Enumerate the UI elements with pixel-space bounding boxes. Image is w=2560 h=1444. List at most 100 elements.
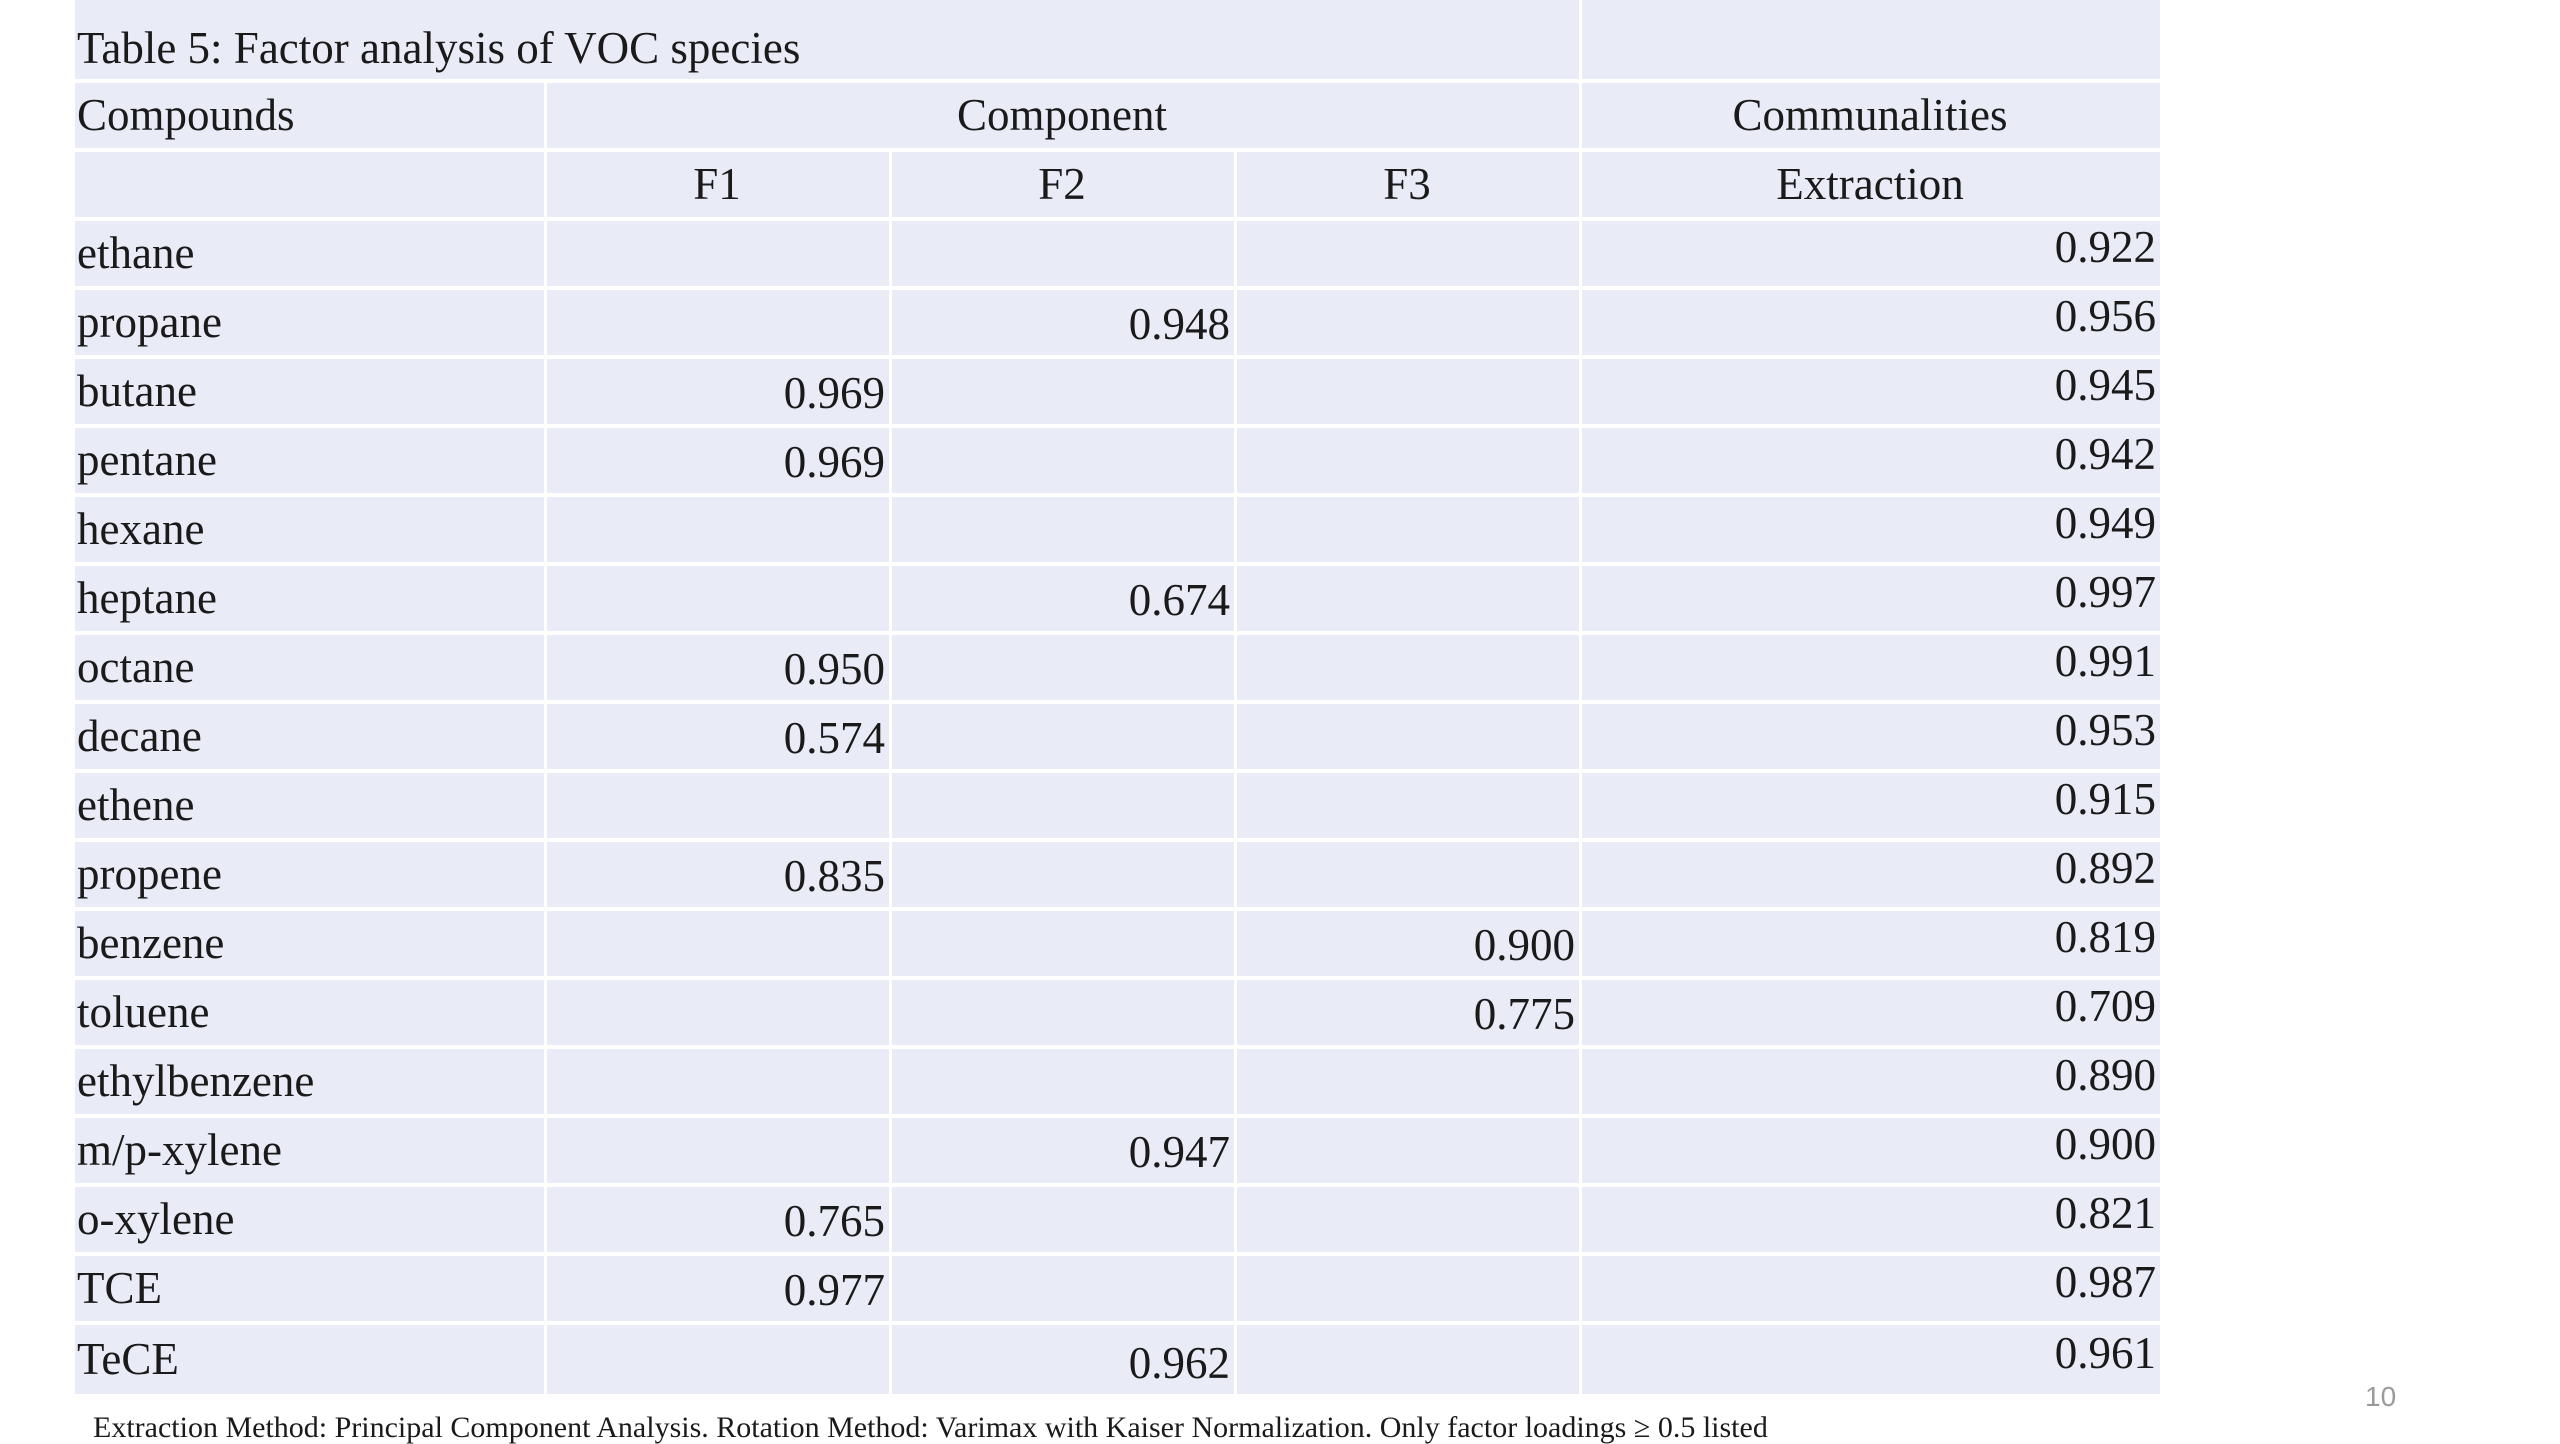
cell-f3 <box>1237 221 1582 290</box>
cell-extraction: 0.949 <box>1582 497 2160 566</box>
cell-extraction: 0.987 <box>1582 1256 2160 1325</box>
cell-f1: 0.977 <box>547 1256 892 1325</box>
cell-f3 <box>1237 1187 1582 1256</box>
cell-compound: TCE <box>75 1256 547 1325</box>
cell-f1 <box>547 1049 892 1118</box>
cell-f3 <box>1237 704 1582 773</box>
cell-extraction: 0.915 <box>1582 773 2160 842</box>
cell-f3 <box>1237 773 1582 842</box>
table-row: butane 0.969 0.945 <box>75 359 2160 428</box>
cell-f1 <box>547 911 892 980</box>
cell-compound: m/p-xylene <box>75 1118 547 1187</box>
cell-compound: decane <box>75 704 547 773</box>
cell-extraction: 0.961 <box>1582 1325 2160 1394</box>
cell-f3 <box>1237 428 1582 497</box>
cell-extraction: 0.892 <box>1582 842 2160 911</box>
cell-f2 <box>892 911 1237 980</box>
header-row-1: Compounds Component Communalities <box>75 83 2160 152</box>
cell-f3 <box>1237 1118 1582 1187</box>
cell-compound: benzene <box>75 911 547 980</box>
table-row: TeCE 0.962 0.961 <box>75 1325 2160 1394</box>
table-row: hexane 0.949 <box>75 497 2160 566</box>
cell-f1 <box>547 1325 892 1394</box>
cell-extraction: 0.956 <box>1582 290 2160 359</box>
cell-compound: heptane <box>75 566 547 635</box>
cell-f3 <box>1237 635 1582 704</box>
cell-f1: 0.969 <box>547 359 892 428</box>
table-row: m/p-xylene 0.947 0.900 <box>75 1118 2160 1187</box>
cell-f2 <box>892 980 1237 1049</box>
cell-extraction: 0.945 <box>1582 359 2160 428</box>
cell-compound: ethylbenzene <box>75 1049 547 1118</box>
cell-f2: 0.947 <box>892 1118 1237 1187</box>
cell-compound: TeCE <box>75 1325 547 1394</box>
table-row: benzene 0.900 0.819 <box>75 911 2160 980</box>
cell-f3 <box>1237 1049 1582 1118</box>
cell-f2 <box>892 704 1237 773</box>
cell-f3 <box>1237 290 1582 359</box>
header-empty <box>75 152 547 221</box>
cell-compound: butane <box>75 359 547 428</box>
cell-extraction: 0.953 <box>1582 704 2160 773</box>
header-extraction: Extraction <box>1582 152 2160 221</box>
header-communalities: Communalities <box>1582 83 2160 152</box>
table-row: ethene 0.915 <box>75 773 2160 842</box>
cell-f3: 0.775 <box>1237 980 1582 1049</box>
header-row-2: F1 F2 F3 Extraction <box>75 152 2160 221</box>
cell-f1 <box>547 773 892 842</box>
table-body: ethane 0.922 propane 0.948 0.956 butane 0.969 0… <box>75 221 2160 1394</box>
cell-f3 <box>1237 1256 1582 1325</box>
table-row: propene 0.835 0.892 <box>75 842 2160 911</box>
table-row: propane 0.948 0.956 <box>75 290 2160 359</box>
cell-f1: 0.969 <box>547 428 892 497</box>
cell-f2 <box>892 842 1237 911</box>
cell-f3 <box>1237 497 1582 566</box>
table-title-row: Table 5: Factor analysis of VOC species <box>75 0 2160 83</box>
table-caption-spacer <box>1582 0 2160 83</box>
cell-compound: pentane <box>75 428 547 497</box>
table-row: octane 0.950 0.991 <box>75 635 2160 704</box>
cell-f2: 0.962 <box>892 1325 1237 1394</box>
cell-f1: 0.765 <box>547 1187 892 1256</box>
table-footnote: Extraction Method: Principal Component A… <box>93 1411 1768 1444</box>
cell-extraction: 0.709 <box>1582 980 2160 1049</box>
cell-f2 <box>892 359 1237 428</box>
cell-compound: propene <box>75 842 547 911</box>
cell-f1: 0.835 <box>547 842 892 911</box>
cell-f1: 0.574 <box>547 704 892 773</box>
cell-compound: toluene <box>75 980 547 1049</box>
header-component: Component <box>547 83 1582 152</box>
table-row: o-xylene 0.765 0.821 <box>75 1187 2160 1256</box>
cell-extraction: 0.922 <box>1582 221 2160 290</box>
cell-f2 <box>892 773 1237 842</box>
cell-f2: 0.948 <box>892 290 1237 359</box>
cell-f3: 0.900 <box>1237 911 1582 980</box>
cell-extraction: 0.942 <box>1582 428 2160 497</box>
cell-f2 <box>892 428 1237 497</box>
cell-f1 <box>547 980 892 1049</box>
cell-f2 <box>892 1256 1237 1325</box>
cell-f1 <box>547 1118 892 1187</box>
table-row: decane 0.574 0.953 <box>75 704 2160 773</box>
factor-analysis-table: Table 5: Factor analysis of VOC species … <box>75 0 2160 1394</box>
cell-f1 <box>547 566 892 635</box>
table-row: toluene 0.775 0.709 <box>75 980 2160 1049</box>
header-f1: F1 <box>547 152 892 221</box>
cell-f2 <box>892 635 1237 704</box>
cell-f1 <box>547 221 892 290</box>
table-row: TCE 0.977 0.987 <box>75 1256 2160 1325</box>
cell-f1: 0.950 <box>547 635 892 704</box>
cell-f2 <box>892 497 1237 566</box>
table-row: ethane 0.922 <box>75 221 2160 290</box>
cell-f3 <box>1237 566 1582 635</box>
cell-extraction: 0.997 <box>1582 566 2160 635</box>
header-compounds: Compounds <box>75 83 547 152</box>
cell-compound: propane <box>75 290 547 359</box>
page-number: 10 <box>2365 1381 2397 1412</box>
table-caption: Table 5: Factor analysis of VOC species <box>75 0 1582 83</box>
cell-extraction: 0.821 <box>1582 1187 2160 1256</box>
cell-compound: hexane <box>75 497 547 566</box>
cell-f2 <box>892 1187 1237 1256</box>
cell-f3 <box>1237 1325 1582 1394</box>
header-f3: F3 <box>1237 152 1582 221</box>
